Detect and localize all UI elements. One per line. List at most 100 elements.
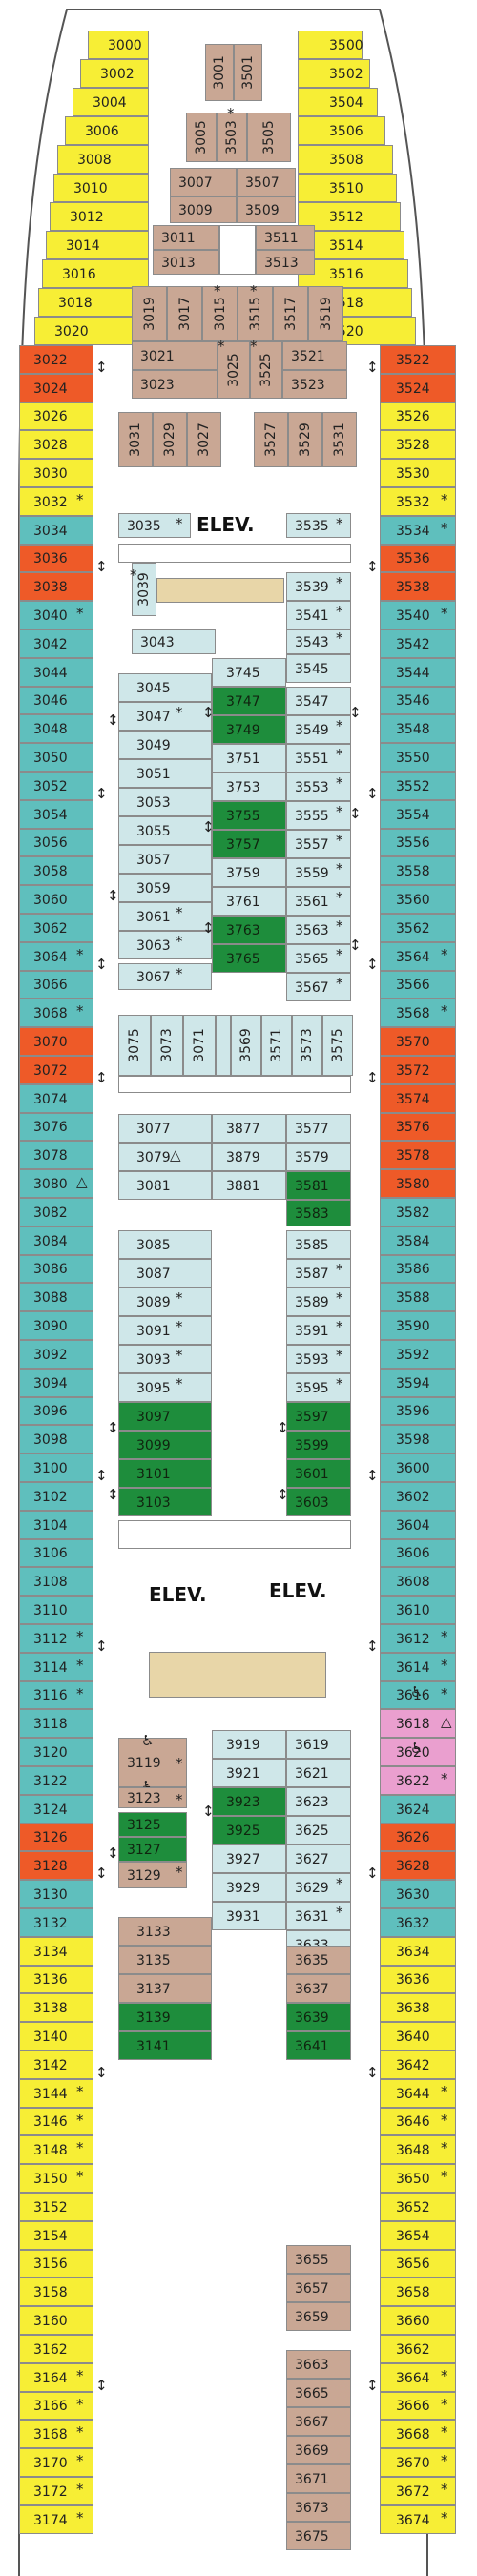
cabin-3596[interactable]: 3596 [380,1396,456,1426]
cabin-3626[interactable]: 3626 [380,1823,456,1852]
cabin-3098[interactable]: 3098 [19,1425,93,1454]
cabin-3562[interactable]: 3562 [380,914,456,942]
cabin-3663[interactable]: 3663 [286,2350,351,2379]
cabin-3108[interactable]: 3108 [19,1567,93,1597]
cabin-3102[interactable]: 3102 [19,1482,93,1511]
cabin-3620[interactable]: 3620 [380,1738,456,1766]
cabin-3087[interactable]: 3087 [118,1259,212,1288]
cabin-3526[interactable]: 3526 [380,402,456,431]
cabin-3547[interactable]: 3547 [286,687,351,715]
cabin-3660[interactable]: 3660 [380,2306,456,2335]
cabin-3015[interactable]: 3015 [202,286,238,341]
cabin-3139[interactable]: 3139 [118,2003,212,2031]
cabin-3510[interactable]: 3510 [298,174,397,202]
cabin-3656[interactable]: 3656 [380,2249,456,2278]
cabin-3544[interactable]: 3544 [380,657,456,687]
cabin-3652[interactable]: 3652 [380,2193,456,2221]
cabin-3101[interactable]: 3101 [118,1459,212,1488]
cabin-3668[interactable]: 3668 [380,2420,456,2449]
cabin-3560[interactable]: 3560 [380,885,456,914]
cabin-3625[interactable]: 3625 [286,1816,351,1844]
cabin-3026[interactable]: 3026 [19,402,93,431]
cabin-3572[interactable]: 3572 [380,1056,456,1084]
cabin-3591[interactable]: 3591 [286,1316,351,1345]
cabin-3543[interactable]: 3543 [286,629,351,654]
cabin-3666[interactable]: 3666 [380,2391,456,2421]
cabin-3503[interactable]: 3503 [217,113,247,162]
cabin-3166[interactable]: 3166 [19,2391,93,2421]
cabin-3160[interactable]: 3160 [19,2306,93,2335]
cabin-3027[interactable]: 3027 [187,412,221,467]
cabin-3546[interactable]: 3546 [380,686,456,715]
cabin-3927[interactable]: 3927 [212,1844,286,1873]
cabin-3604[interactable]: 3604 [380,1510,456,1539]
cabin-3158[interactable]: 3158 [19,2277,93,2307]
cabin-3048[interactable]: 3048 [19,714,93,744]
cabin-3583[interactable]: 3583 [286,1200,351,1226]
cabin-3558[interactable]: 3558 [380,856,456,886]
cabin-3084[interactable]: 3084 [19,1226,93,1255]
cabin-3100[interactable]: 3100 [19,1453,93,1482]
cabin-3525[interactable]: 3525 [250,341,282,399]
cabin-3044[interactable]: 3044 [19,657,93,687]
cabin-3047[interactable]: 3047 [118,702,212,731]
cabin-3090[interactable]: 3090 [19,1311,93,1340]
cabin-3052[interactable]: 3052 [19,772,93,800]
cabin-3648[interactable]: 3648 [380,2135,456,2165]
cabin-3124[interactable]: 3124 [19,1794,93,1824]
cabin-3028[interactable]: 3028 [19,430,93,460]
cabin-3086[interactable]: 3086 [19,1254,93,1284]
cabin-3162[interactable]: 3162 [19,2335,93,2363]
cabin-3126[interactable]: 3126 [19,1823,93,1852]
cabin-3508[interactable]: 3508 [298,145,393,174]
cabin-3091[interactable]: 3091 [118,1316,212,1345]
cabin-3011[interactable]: 3011 [153,225,219,250]
cabin-3096[interactable]: 3096 [19,1396,93,1426]
cabin-3067[interactable]: 3067 [118,963,212,990]
cabin-3650[interactable]: 3650 [380,2164,456,2193]
cabin-3046[interactable]: 3046 [19,686,93,715]
cabin-3658[interactable]: 3658 [380,2277,456,2307]
cabin-3579[interactable]: 3579 [286,1143,351,1171]
cabin-3584[interactable]: 3584 [380,1226,456,1255]
cabin-3136[interactable]: 3136 [19,1965,93,1994]
cabin-3628[interactable]: 3628 [380,1851,456,1881]
cabin-3634[interactable]: 3634 [380,1936,456,1966]
cabin-3051[interactable]: 3051 [118,759,212,788]
cabin-3588[interactable]: 3588 [380,1283,456,1312]
cabin-3671[interactable]: 3671 [286,2464,351,2493]
cabin-3120[interactable]: 3120 [19,1738,93,1766]
cabin-3571[interactable]: 3571 [261,1015,292,1076]
cabin-3557[interactable]: 3557 [286,830,351,858]
cabin-3059[interactable]: 3059 [118,874,212,902]
cabin-3016[interactable]: 3016 [42,259,149,288]
cabin-3511[interactable]: 3511 [256,225,315,250]
cabin-3070[interactable]: 3070 [19,1027,93,1056]
cabin-3008[interactable]: 3008 [57,145,149,174]
cabin-3031[interactable]: 3031 [118,412,153,467]
cabin-3060[interactable]: 3060 [19,885,93,914]
cabin-3598[interactable]: 3598 [380,1425,456,1454]
cabin-3005[interactable]: 3005 [186,113,217,162]
cabin-3659[interactable]: 3659 [286,2302,351,2331]
cabin-3568[interactable]: 3568 [380,999,456,1028]
cabin-3066[interactable]: 3066 [19,970,93,999]
cabin-3608[interactable]: 3608 [380,1567,456,1597]
cabin-3072[interactable]: 3072 [19,1056,93,1084]
cabin-3519[interactable]: 3519 [308,286,343,341]
cabin-3616[interactable]: 3616 [380,1680,456,1710]
cabin-3014[interactable]: 3014 [46,231,149,259]
cabin-3021[interactable]: 3021 [132,341,218,370]
cabin-3513[interactable]: 3513 [256,250,315,275]
cabin-3500[interactable]: 3500 [298,31,363,59]
cabin-3012[interactable]: 3012 [50,202,149,231]
cabin-3068[interactable]: 3068 [19,999,93,1028]
cabin-3575[interactable]: 3575 [322,1015,353,1076]
cabin-3023[interactable]: 3023 [132,370,218,399]
cabin-3506[interactable]: 3506 [298,116,385,145]
cabin-3753[interactable]: 3753 [212,773,286,801]
cabin-3132[interactable]: 3132 [19,1908,93,1937]
cabin-3103[interactable]: 3103 [118,1488,212,1516]
cabin-3125[interactable]: 3125 [118,1812,187,1837]
cabin-3049[interactable]: 3049 [118,731,212,759]
